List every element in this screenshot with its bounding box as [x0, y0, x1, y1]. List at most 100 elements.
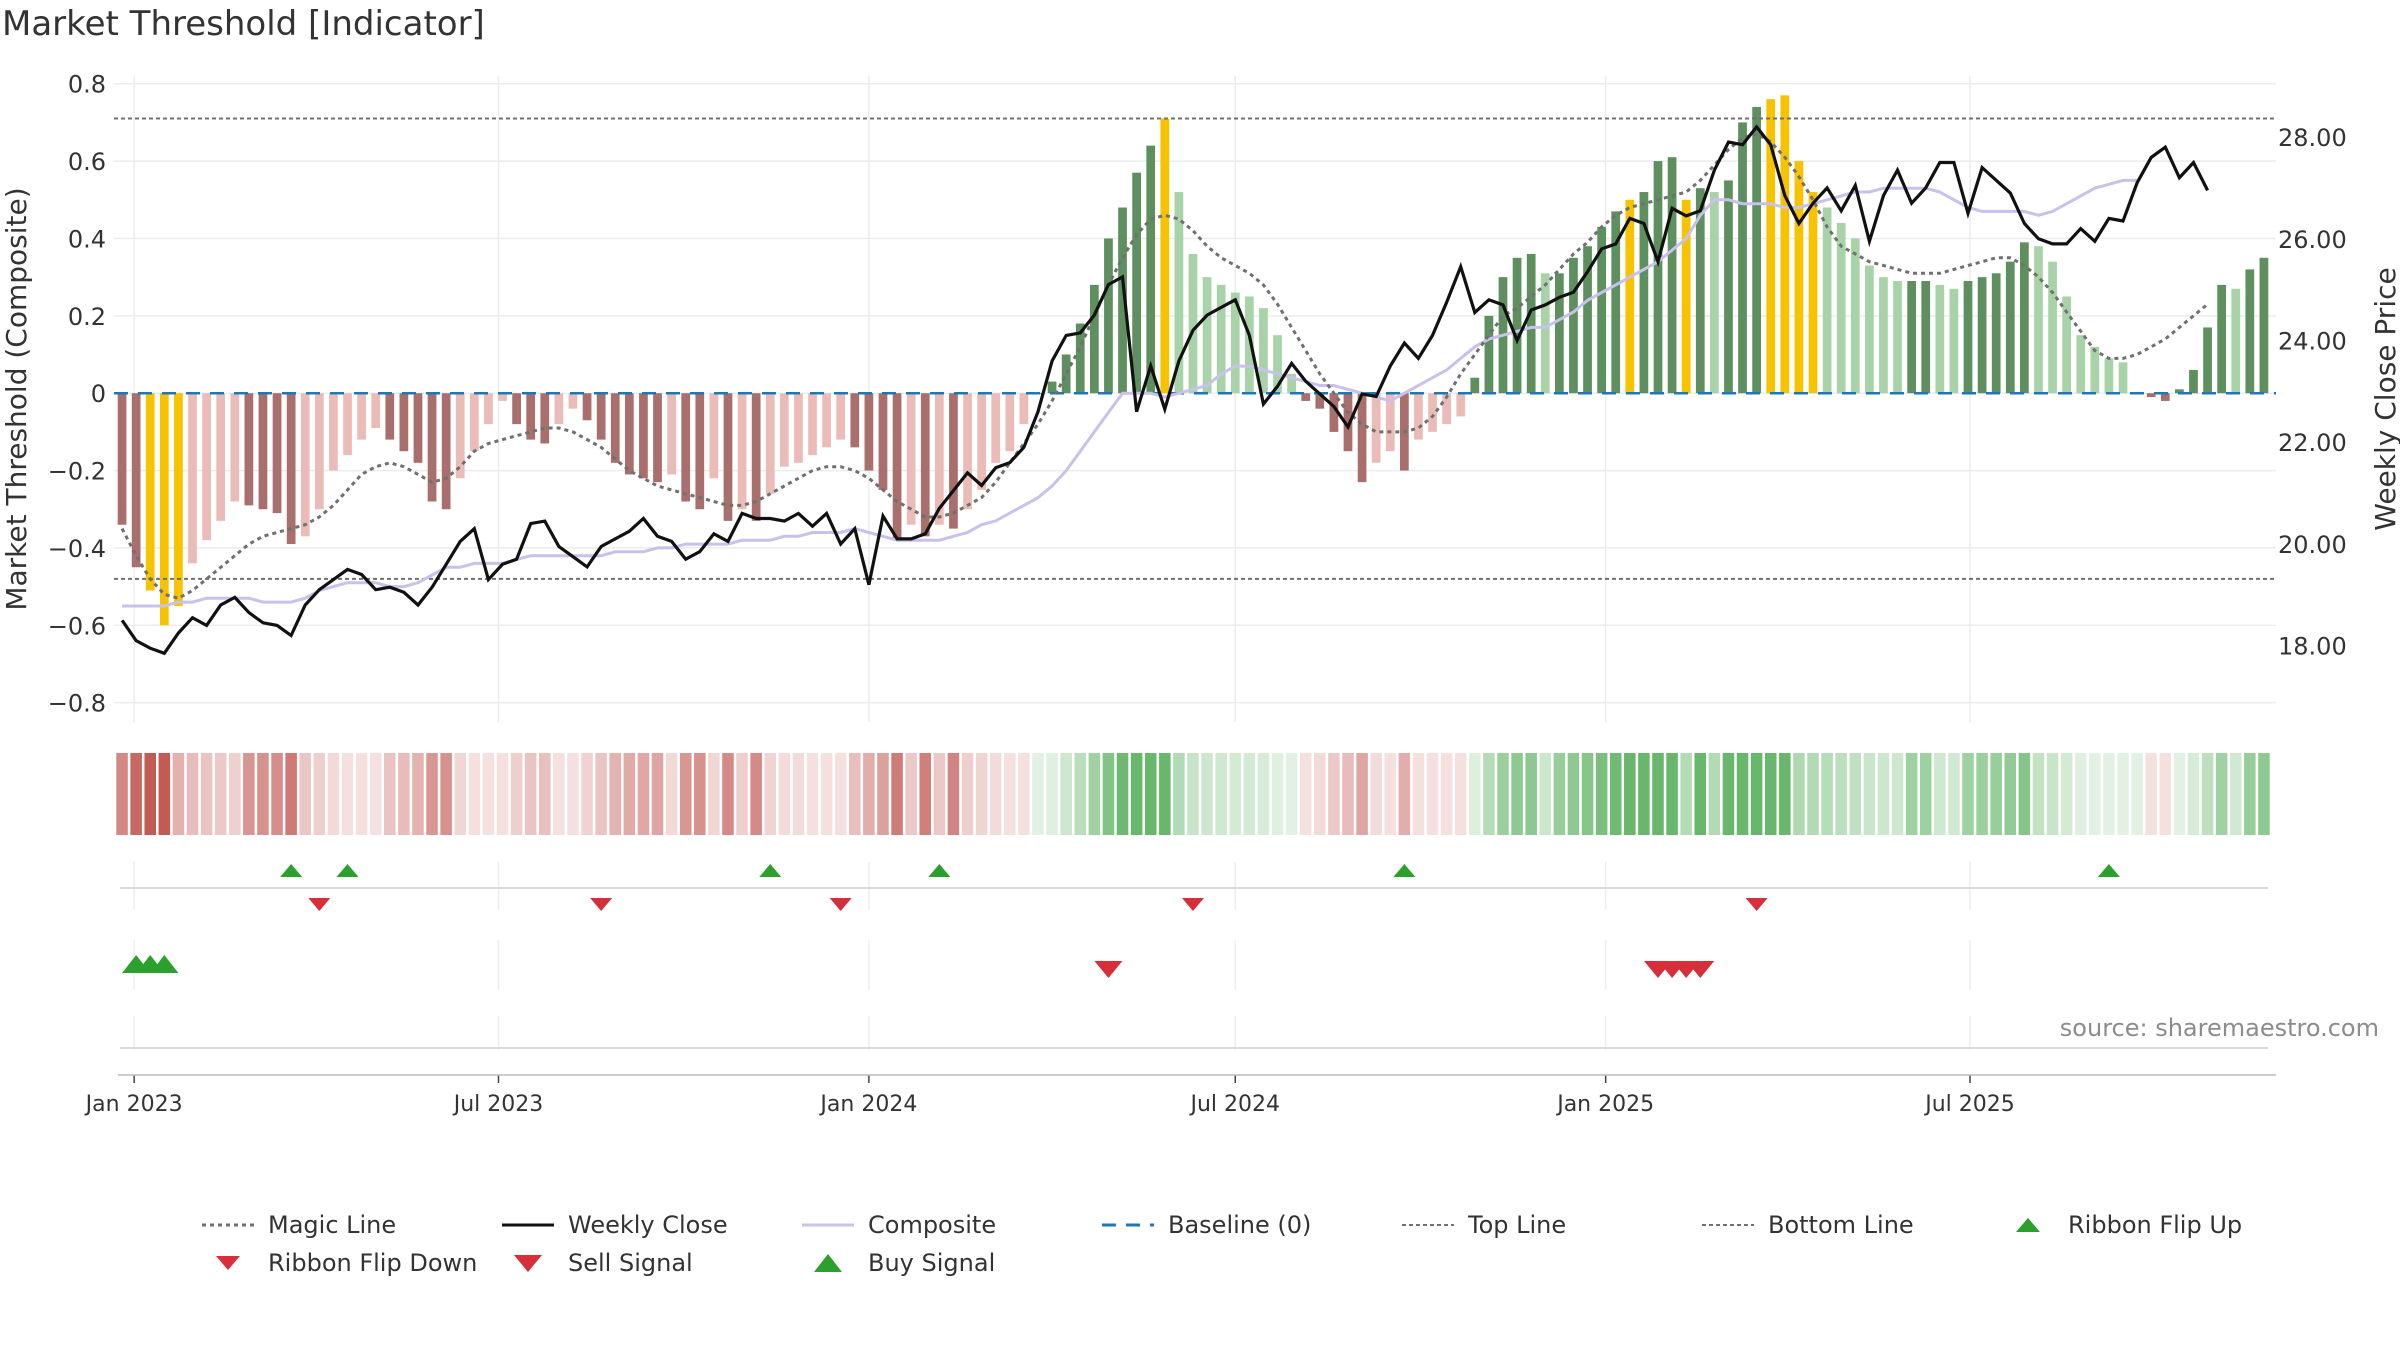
composite-bar — [667, 393, 676, 475]
composite-bar — [779, 393, 789, 467]
composite-bar — [892, 393, 902, 541]
ribbon-cell — [510, 753, 523, 835]
ribbon-cell — [1285, 753, 1298, 835]
ribbon-cell — [736, 753, 748, 835]
ribbon-cell — [849, 753, 861, 835]
legend-label-ribbon-flip-down: Ribbon Flip Down — [268, 1249, 478, 1277]
composite-bar — [188, 393, 197, 564]
ribbon-cell — [1990, 753, 2002, 835]
composite-bar — [2090, 346, 2100, 394]
y-tick-label: 0.6 — [68, 148, 106, 176]
ribbon-cell — [1779, 753, 1791, 835]
ribbon-cell — [1215, 753, 1227, 835]
ribbon-cell — [1736, 753, 1749, 835]
composite-bar — [2005, 261, 2015, 394]
composite-bar — [484, 393, 493, 425]
composite-bar — [174, 393, 183, 606]
ribbon-cell — [2032, 753, 2045, 835]
legend-label-bottom-line: Bottom Line — [1768, 1211, 1914, 1239]
y-right-tick-label: 20.00 — [2278, 531, 2347, 559]
ribbon-cell — [609, 753, 622, 835]
composite-bar — [639, 393, 648, 479]
ribbon-cell — [933, 753, 946, 835]
ribbon-cell — [1116, 753, 1129, 835]
composite-bar — [1794, 161, 1804, 394]
ribbon-cell — [1032, 753, 1044, 835]
ribbon-cell — [299, 753, 312, 835]
composite-bar — [469, 393, 479, 452]
ribbon-cell — [369, 753, 382, 835]
ribbon-cell — [327, 753, 340, 835]
ribbon-cell — [1469, 753, 1481, 835]
legend-label-top-line: Top Line — [1468, 1211, 1567, 1239]
y-right-axis-label: Weekly Close Price — [2369, 267, 2400, 530]
ribbon-cell — [2244, 753, 2256, 835]
composite-bar — [596, 393, 606, 440]
composite-bar — [1132, 172, 1141, 394]
composite-bar — [1357, 393, 1367, 483]
ribbon-cell — [1299, 753, 1312, 835]
weekly-close-swatch — [502, 1223, 554, 1227]
composite-bar — [582, 393, 592, 421]
ribbon-cell — [2018, 753, 2031, 835]
composite-bar — [1724, 180, 1733, 394]
composite-bar — [2259, 257, 2269, 394]
ribbon-cell — [1962, 753, 1974, 835]
ribbon-cell — [1638, 753, 1650, 835]
ribbon-cell — [426, 753, 438, 835]
ribbon-cell — [961, 753, 974, 835]
x-tick-label: Jul 2023 — [452, 1092, 544, 1117]
composite-bar — [526, 393, 536, 440]
composite-bar — [610, 393, 620, 463]
y-right-tick-label: 22.00 — [2278, 429, 2347, 457]
composite-bar — [653, 393, 662, 483]
ribbon-cell — [172, 753, 185, 835]
composite-bar — [512, 393, 521, 425]
y-tick-label: 0.4 — [68, 225, 106, 253]
composite-bar — [2189, 369, 2198, 394]
ribbon-cell — [1891, 753, 1904, 835]
composite-bar — [2160, 393, 2170, 401]
composite-bar — [737, 393, 747, 510]
y-tick-label: −0.8 — [48, 690, 106, 718]
ribbon-cell — [1483, 753, 1495, 835]
composite-bar — [2020, 242, 2029, 394]
composite-bar — [808, 393, 817, 456]
ribbon-cell — [1652, 753, 1664, 835]
ribbon-flip-down-marker — [590, 898, 613, 911]
legend-item-baseline: Baseline (0) — [1100, 1211, 1400, 1239]
ribbon-cell — [1905, 753, 1918, 835]
composite-bar — [2203, 327, 2212, 394]
ribbon-cell — [1849, 753, 1862, 835]
ribbon-cell — [1454, 753, 1467, 835]
ribbon-cell — [2117, 753, 2129, 835]
ribbon-cell — [820, 753, 833, 835]
composite-bar — [1597, 226, 1607, 394]
ribbon-cell — [1567, 753, 1580, 835]
market-threshold-chart: Jan 2023 Jul 2023 Jan 2024 Jul 2024 Jan 2025… — [0, 71, 2400, 1117]
composite-bar — [765, 393, 775, 494]
ribbon-cell — [764, 753, 777, 835]
ribbon-cell — [694, 753, 706, 835]
ribbon-cell — [496, 753, 509, 835]
ribbon-cell — [1553, 753, 1566, 835]
ribbon-cell — [1976, 753, 1988, 835]
composite-bar — [1921, 281, 1931, 394]
ribbon-cell — [468, 753, 481, 835]
composite-bar — [1287, 373, 1296, 394]
ribbon-cell — [1877, 753, 1890, 835]
ribbon-flip-up-marker — [928, 864, 951, 877]
composite-bar — [681, 393, 691, 502]
ribbon-cell — [1624, 753, 1636, 835]
ribbon-cell — [722, 753, 734, 835]
composite-bar — [258, 393, 268, 510]
composite-bar — [455, 393, 465, 479]
ribbon-cell — [1187, 753, 1199, 835]
ribbon-cell — [158, 753, 171, 835]
composite-bar — [2217, 284, 2227, 394]
ribbon-cell — [1370, 753, 1382, 835]
source-note: source: sharemaestro.com — [2059, 1014, 2379, 1042]
composite-bar — [1075, 323, 1085, 394]
composite-bar — [1047, 381, 1057, 394]
composite-bar — [314, 393, 324, 510]
